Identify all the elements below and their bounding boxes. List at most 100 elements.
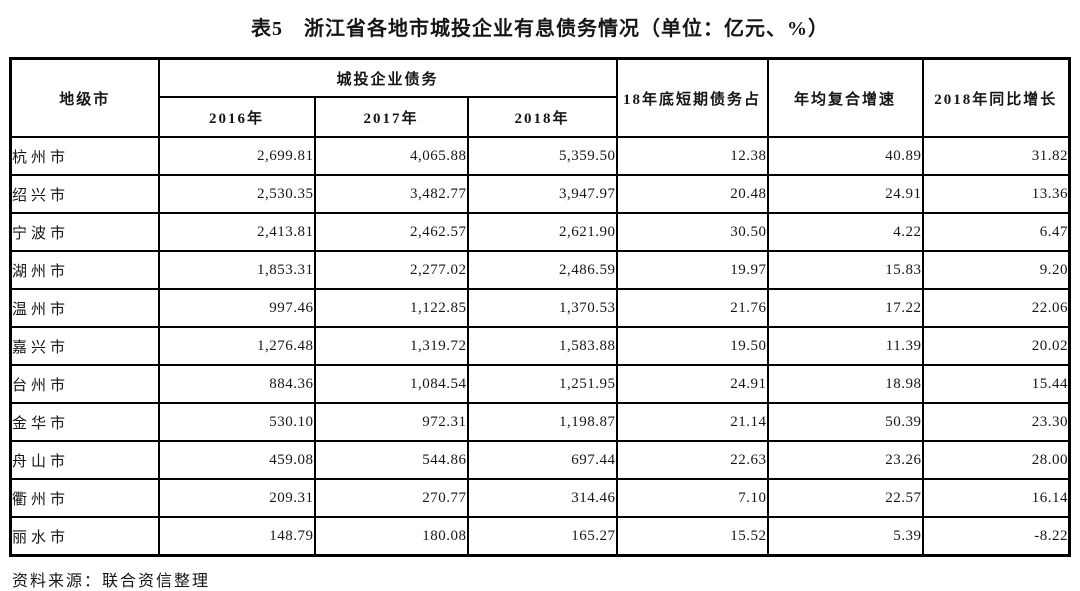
table-row: 台州市 884.36 1,084.54 1,251.95 24.91 18.98… bbox=[9, 364, 1071, 404]
debt-2017-cell: 972.31 bbox=[313, 402, 469, 442]
short-term-cell: 24.91 bbox=[615, 364, 769, 404]
debt-2018-cell: 5,359.50 bbox=[466, 136, 618, 176]
col-header-2018: 2018年 bbox=[466, 96, 618, 138]
header-row-1: 地级市 城投企业债务 18年底短期债务占 年均复合增速 2018年同比增长 bbox=[9, 57, 1071, 138]
debt-2016-cell: 997.46 bbox=[157, 288, 316, 328]
table-title: 表5 浙江省各地市城投企业有息债务情况（单位：亿元、%） bbox=[251, 18, 829, 40]
debt-2017-cell: 3,482.77 bbox=[313, 174, 469, 214]
yoy-cell: 23.30 bbox=[921, 402, 1071, 442]
table-row: 衢州市 209.31 270.77 314.46 7.10 22.57 16.1… bbox=[9, 478, 1071, 518]
short-term-cell: 15.52 bbox=[615, 516, 769, 557]
cagr-cell: 5.39 bbox=[766, 516, 924, 557]
debt-2018-cell: 2,621.90 bbox=[466, 212, 618, 252]
city-cell: 温州市 bbox=[9, 288, 160, 328]
header-row-2: 2016年 2017年 2018年 bbox=[11, 96, 1070, 138]
yoy-cell: 20.02 bbox=[921, 326, 1071, 366]
table-row: 宁波市 2,413.81 2,462.57 2,621.90 30.50 4.2… bbox=[9, 212, 1071, 252]
short-term-cell: 22.63 bbox=[615, 440, 769, 480]
short-term-cell: 21.14 bbox=[615, 402, 769, 442]
debt-2016-cell: 530.10 bbox=[157, 402, 316, 442]
yoy-cell: 31.82 bbox=[921, 136, 1071, 176]
city-cell: 台州市 bbox=[9, 364, 160, 404]
yoy-cell: 9.20 bbox=[921, 250, 1071, 290]
col-header-2017: 2017年 bbox=[313, 96, 469, 138]
city-cell: 湖州市 bbox=[9, 250, 160, 290]
yoy-cell: 28.00 bbox=[921, 440, 1071, 480]
yoy-cell: 15.44 bbox=[921, 364, 1071, 404]
debt-2018-cell: 1,198.87 bbox=[466, 402, 618, 442]
col-header-city: 地级市 bbox=[9, 57, 160, 138]
yoy-cell: 13.36 bbox=[921, 174, 1071, 214]
cagr-cell: 23.26 bbox=[766, 440, 924, 480]
cagr-cell: 18.98 bbox=[766, 364, 924, 404]
city-cell: 杭州市 bbox=[9, 136, 160, 176]
table-row: 丽水市 148.79 180.08 165.27 15.52 5.39 -8.2… bbox=[9, 516, 1071, 557]
cagr-cell: 11.39 bbox=[766, 326, 924, 366]
debt-2017-cell: 2,462.57 bbox=[313, 212, 469, 252]
debt-2016-cell: 884.36 bbox=[157, 364, 316, 404]
debt-2018-cell: 3,947.97 bbox=[466, 174, 618, 214]
cagr-cell: 50.39 bbox=[766, 402, 924, 442]
debt-2018-cell: 1,251.95 bbox=[466, 364, 618, 404]
debt-2016-cell: 2,530.35 bbox=[157, 174, 316, 214]
yoy-cell: 6.47 bbox=[921, 212, 1071, 252]
table-row: 舟山市 459.08 544.86 697.44 22.63 23.26 28.… bbox=[9, 440, 1071, 480]
debt-table: 地级市 城投企业债务 18年底短期债务占 年均复合增速 2018年同比增长 20… bbox=[9, 57, 1071, 557]
debt-2018-cell: 314.46 bbox=[466, 478, 618, 518]
table-row: 温州市 997.46 1,122.85 1,370.53 21.76 17.22… bbox=[9, 288, 1071, 328]
debt-2018-cell: 1,583.88 bbox=[466, 326, 618, 366]
debt-2017-cell: 544.86 bbox=[313, 440, 469, 480]
city-cell: 金华市 bbox=[9, 402, 160, 442]
table-row: 湖州市 1,853.31 2,277.02 2,486.59 19.97 15.… bbox=[9, 250, 1071, 290]
debt-2017-cell: 1,084.54 bbox=[313, 364, 469, 404]
short-term-cell: 21.76 bbox=[615, 288, 769, 328]
table-row: 绍兴市 2,530.35 3,482.77 3,947.97 20.48 24.… bbox=[9, 174, 1071, 214]
col-header-yoy-growth: 2018年同比增长 bbox=[921, 57, 1071, 138]
yoy-cell: 16.14 bbox=[921, 478, 1071, 518]
city-cell: 嘉兴市 bbox=[9, 326, 160, 366]
yoy-cell: 22.06 bbox=[921, 288, 1071, 328]
short-term-cell: 20.48 bbox=[615, 174, 769, 214]
debt-2018-cell: 1,370.53 bbox=[466, 288, 618, 328]
debt-2016-cell: 1,276.48 bbox=[157, 326, 316, 366]
short-term-cell: 30.50 bbox=[615, 212, 769, 252]
cagr-cell: 4.22 bbox=[766, 212, 924, 252]
col-header-debt-group: 城投企业债务 bbox=[157, 57, 618, 98]
debt-2017-cell: 4,065.88 bbox=[313, 136, 469, 176]
city-cell: 舟山市 bbox=[9, 440, 160, 480]
cagr-cell: 22.57 bbox=[766, 478, 924, 518]
cagr-cell: 17.22 bbox=[766, 288, 924, 328]
table-row: 杭州市 2,699.81 4,065.88 5,359.50 12.38 40.… bbox=[9, 136, 1071, 176]
yoy-cell: -8.22 bbox=[921, 516, 1071, 557]
debt-2016-cell: 1,853.31 bbox=[157, 250, 316, 290]
debt-2017-cell: 180.08 bbox=[313, 516, 469, 557]
cagr-cell: 15.83 bbox=[766, 250, 924, 290]
city-cell: 衢州市 bbox=[9, 478, 160, 518]
debt-2016-cell: 459.08 bbox=[157, 440, 316, 480]
debt-2016-cell: 2,699.81 bbox=[157, 136, 316, 176]
cagr-cell: 40.89 bbox=[766, 136, 924, 176]
cagr-cell: 24.91 bbox=[766, 174, 924, 214]
city-cell: 绍兴市 bbox=[9, 174, 160, 214]
debt-2018-cell: 2,486.59 bbox=[466, 250, 618, 290]
debt-2016-cell: 2,413.81 bbox=[157, 212, 316, 252]
col-header-short-term-share: 18年底短期债务占 bbox=[615, 57, 769, 138]
table-row: 金华市 530.10 972.31 1,198.87 21.14 50.39 2… bbox=[9, 402, 1071, 442]
short-term-cell: 12.38 bbox=[615, 136, 769, 176]
debt-2018-cell: 697.44 bbox=[466, 440, 618, 480]
debt-2018-cell: 165.27 bbox=[466, 516, 618, 557]
debt-2016-cell: 209.31 bbox=[157, 478, 316, 518]
debt-2017-cell: 2,277.02 bbox=[313, 250, 469, 290]
debt-2016-cell: 148.79 bbox=[157, 516, 316, 557]
col-header-cagr: 年均复合增速 bbox=[766, 57, 924, 138]
city-cell: 宁波市 bbox=[9, 212, 160, 252]
short-term-cell: 19.50 bbox=[615, 326, 769, 366]
short-term-cell: 19.97 bbox=[615, 250, 769, 290]
col-header-2016: 2016年 bbox=[157, 96, 316, 138]
debt-2017-cell: 270.77 bbox=[313, 478, 469, 518]
debt-2017-cell: 1,122.85 bbox=[313, 288, 469, 328]
city-cell: 丽水市 bbox=[9, 516, 160, 557]
source-note: 资料来源：联合资信整理 bbox=[12, 573, 211, 590]
table-row: 嘉兴市 1,276.48 1,319.72 1,583.88 19.50 11.… bbox=[9, 326, 1071, 366]
